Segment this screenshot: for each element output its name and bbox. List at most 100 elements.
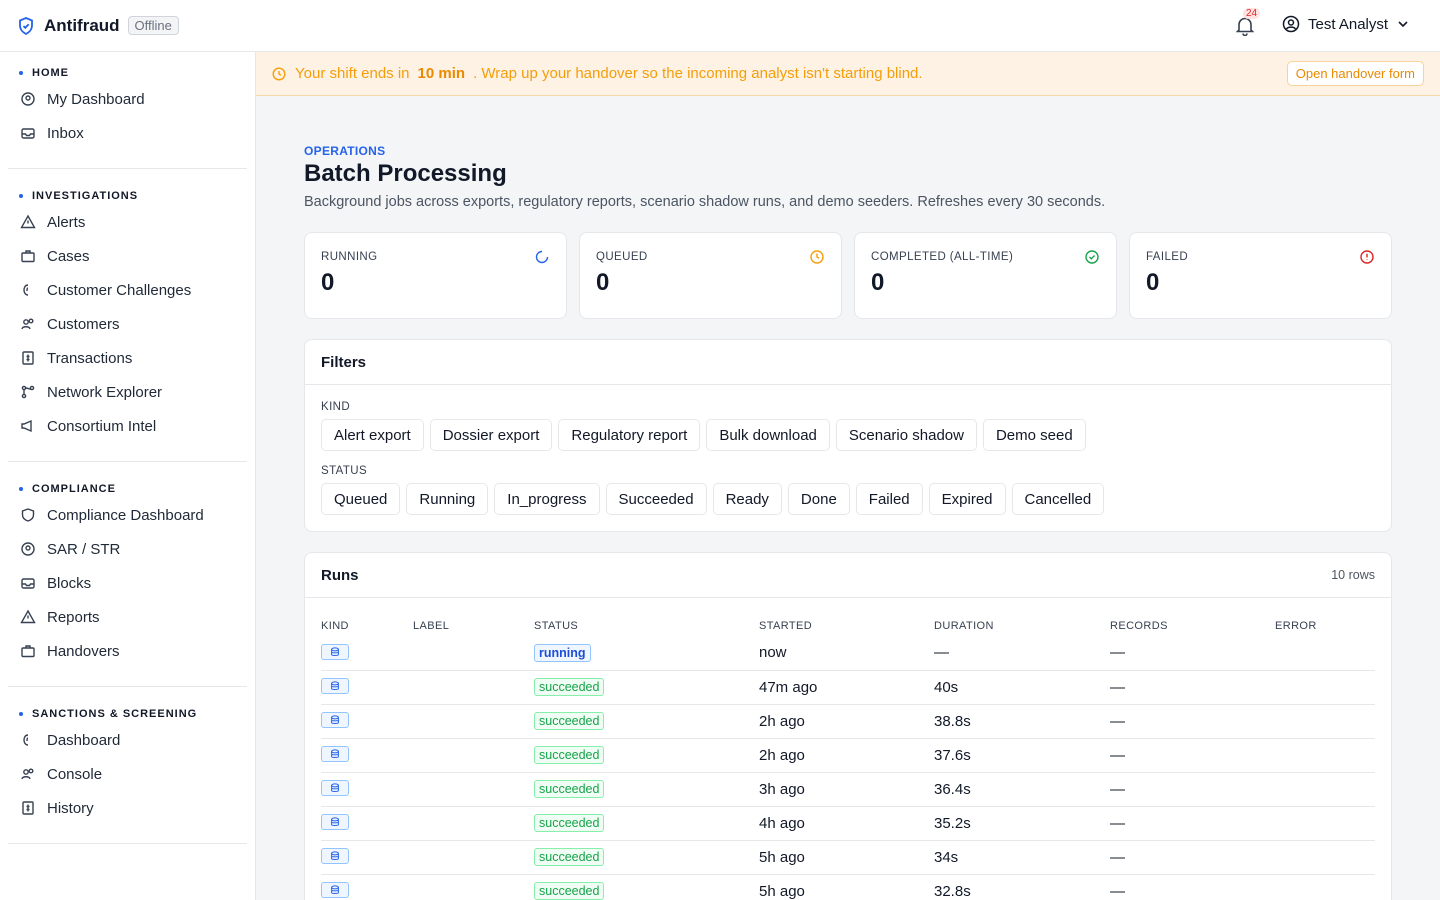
kind-badge <box>321 814 349 830</box>
nav-item[interactable]: Alerts <box>8 205 247 239</box>
nav-label: Transactions <box>47 349 133 367</box>
status-cell: succeeded <box>534 840 759 875</box>
nav-item[interactable]: Cases <box>8 239 247 273</box>
filter-chip[interactable]: Bulk download <box>706 419 830 451</box>
runs-card: Runs 10 rows KIND LABEL STATUS STARTED DURATI… <box>304 552 1392 900</box>
nav-item[interactable]: My Dashboard <box>8 82 247 116</box>
nav-item[interactable]: Compliance Dashboard <box>8 498 247 532</box>
user-menu[interactable]: Test Analyst <box>1282 15 1410 33</box>
column-header: RECORDS <box>1110 620 1168 632</box>
card-header: Filters <box>305 340 1391 385</box>
filter-chip[interactable]: Regulatory report <box>558 419 701 451</box>
notifications[interactable] <box>1236 16 1254 36</box>
icon <box>331 885 339 894</box>
records-cell: — <box>1110 874 1275 900</box>
nav-label: Compliance Dashboard <box>47 506 204 524</box>
sidebar: HOME My Dashboard Inbox INVESTIGATIONS Alert… <box>0 52 256 900</box>
nav-item[interactable]: Blocks <box>8 566 247 600</box>
icon <box>1085 250 1099 264</box>
nav-item[interactable]: Customers <box>8 307 247 341</box>
started-cell: 5h ago <box>759 874 934 900</box>
nav-item[interactable]: Handovers <box>8 634 247 668</box>
stat-value: 0 <box>321 269 335 296</box>
filter-chip[interactable]: Queued <box>321 483 401 515</box>
filter-chip[interactable]: Done <box>787 483 850 515</box>
icon <box>21 92 35 106</box>
icon <box>331 783 339 792</box>
card-header: Runs 10 rows <box>305 553 1391 598</box>
run-row[interactable]: succeeded 2h ago 37.6s — <box>321 738 1375 773</box>
label-cell <box>413 738 534 773</box>
nav-label: SAR / STR <box>47 540 121 558</box>
icon <box>22 351 34 365</box>
handover-button[interactable]: Open handover form <box>1286 61 1424 86</box>
nav-item[interactable]: Network Explorer <box>8 375 247 409</box>
records-cell: — <box>1110 806 1275 841</box>
filter-chip[interactable]: Expired <box>928 483 1006 515</box>
run-row[interactable]: succeeded 4h ago 35.2s — <box>321 806 1375 841</box>
run-row[interactable]: succeeded 47m ago 40s — <box>321 670 1375 705</box>
kind-badge <box>321 712 349 728</box>
filter-chip[interactable]: Running <box>406 483 489 515</box>
main: Your shift ends in 10 min . Wrap up your… <box>256 52 1440 900</box>
records-cell: — <box>1110 772 1275 807</box>
column-header: ERROR <box>1275 620 1317 632</box>
icon <box>22 801 34 815</box>
filter-chip[interactable]: Alert export <box>321 419 424 451</box>
filter-chip[interactable]: Scenario shadow <box>835 419 977 451</box>
filter-chip[interactable]: Succeeded <box>605 483 707 515</box>
started-cell: 4h ago <box>759 806 934 841</box>
brand[interactable]: Antifraud <box>44 15 120 35</box>
icon <box>21 768 34 780</box>
nav-item[interactable]: Transactions <box>8 341 247 375</box>
error-cell <box>1275 840 1375 875</box>
filters-card: Filters KIND Alert export Dossier export Re… <box>304 339 1392 532</box>
duration-cell: 36.4s <box>934 772 1110 807</box>
nav-item[interactable]: Dashboard <box>8 723 247 757</box>
user-icon <box>1282 15 1300 33</box>
records-cell: — <box>1110 636 1275 671</box>
error-cell <box>1275 704 1375 739</box>
filter-chip[interactable]: Failed <box>855 483 923 515</box>
duration-cell: 32.8s <box>934 874 1110 900</box>
filter-label: KIND <box>321 401 351 413</box>
filter-chip[interactable]: In_progress <box>494 483 600 515</box>
nav-item[interactable]: Consortium Intel <box>8 409 247 443</box>
nav-item[interactable]: Console <box>8 757 247 791</box>
column-header: STARTED <box>759 620 813 632</box>
icon <box>23 734 29 746</box>
run-row[interactable]: succeeded 5h ago 32.8s — <box>321 874 1375 900</box>
section-title: COMPLIANCE <box>8 480 247 498</box>
nav-item[interactable]: Inbox <box>8 116 247 150</box>
error-cell <box>1275 636 1375 671</box>
duration-cell: 37.6s <box>934 738 1110 773</box>
page-title: Batch Processing <box>304 160 507 187</box>
filter-chip[interactable]: Ready <box>712 483 782 515</box>
run-row[interactable]: succeeded 3h ago 36.4s — <box>321 772 1375 807</box>
kind-cell <box>321 772 413 807</box>
nav-section: COMPLIANCE Compliance Dashboard SAR / STR B… <box>8 462 247 687</box>
section-title: INVESTIGATIONS <box>8 187 247 205</box>
status-badge: succeeded <box>534 780 605 798</box>
started-cell: 5h ago <box>759 840 934 875</box>
filter-chip[interactable]: Demo seed <box>982 419 1086 451</box>
stat-value: 0 <box>596 269 610 296</box>
filter-chip[interactable]: Cancelled <box>1011 483 1105 515</box>
run-row[interactable]: succeeded 5h ago 34s — <box>321 840 1375 875</box>
nav-item[interactable]: History <box>8 791 247 825</box>
runs-table: KIND LABEL STATUS STARTED DURATION RECORDS ERR… <box>321 616 1375 900</box>
label-cell <box>413 704 534 739</box>
row-count: 10 rows <box>1331 568 1375 582</box>
run-row[interactable]: succeeded 2h ago 38.8s — <box>321 704 1375 739</box>
icon <box>810 250 824 264</box>
nav-item[interactable]: Customer Challenges <box>8 273 247 307</box>
nav-label: My Dashboard <box>47 90 145 108</box>
filter-options: Alert export Dossier export Regulatory rep… <box>321 419 1375 451</box>
icon <box>21 128 35 139</box>
filter-chip[interactable]: Dossier export <box>429 419 553 451</box>
kind-cell <box>321 874 413 900</box>
run-row[interactable]: running now — — <box>321 636 1375 671</box>
nav-label: Network Explorer <box>47 383 163 401</box>
nav-item[interactable]: SAR / STR <box>8 532 247 566</box>
nav-item[interactable]: Reports <box>8 600 247 634</box>
